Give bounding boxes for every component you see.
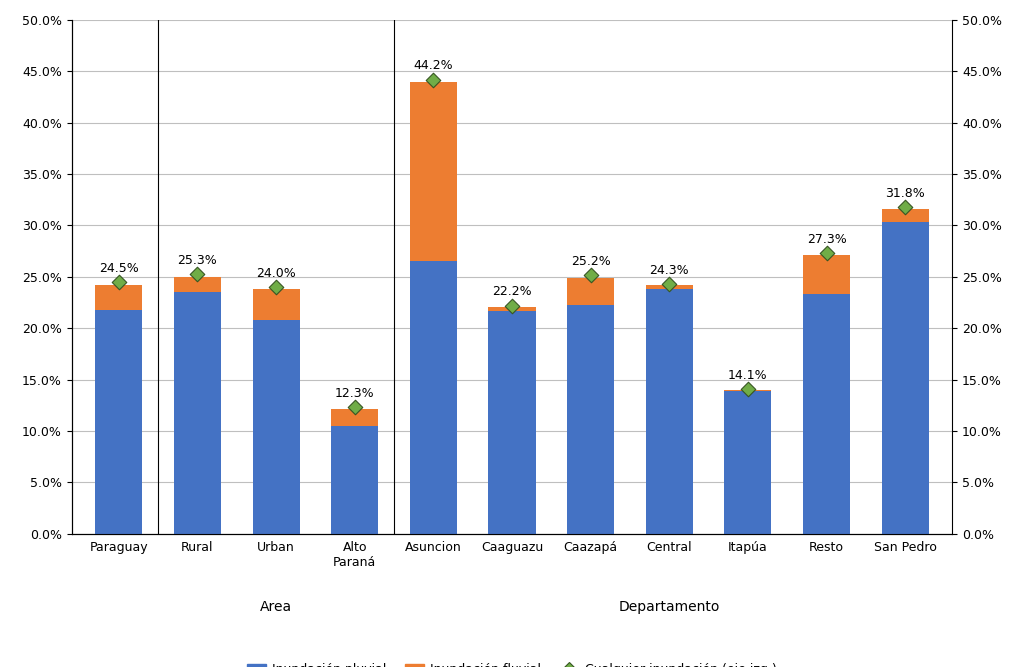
Bar	[331, 426, 378, 534]
Bar	[410, 81, 457, 261]
Bar	[253, 320, 300, 534]
Bar	[488, 307, 536, 311]
Bar	[567, 278, 614, 305]
Text: Area: Area	[260, 600, 292, 614]
Text: 25.3%: 25.3%	[177, 253, 217, 267]
Text: 31.8%: 31.8%	[886, 187, 925, 200]
Bar	[724, 391, 771, 534]
Point	[739, 384, 756, 394]
Point	[425, 74, 441, 85]
Text: 27.3%: 27.3%	[807, 233, 847, 246]
Bar	[488, 311, 536, 534]
Point	[189, 268, 206, 279]
Text: 22.2%: 22.2%	[493, 285, 531, 298]
Bar	[174, 292, 221, 534]
Bar	[95, 309, 142, 534]
Bar	[331, 410, 378, 426]
Bar	[95, 285, 142, 309]
Text: 24.0%: 24.0%	[256, 267, 296, 280]
Point	[504, 300, 520, 311]
Bar	[646, 289, 693, 534]
Bar	[253, 289, 300, 320]
Bar	[882, 222, 929, 534]
Bar	[803, 255, 850, 294]
Text: 24.5%: 24.5%	[99, 261, 138, 275]
Point	[583, 269, 599, 280]
Text: Departamento: Departamento	[618, 600, 720, 614]
Legend: Inundación pluvial, Inundación fluvial, Cualquier inundación (eje izq.): Inundación pluvial, Inundación fluvial, …	[243, 658, 781, 667]
Bar	[174, 277, 221, 292]
Text: 44.2%: 44.2%	[414, 59, 454, 73]
Bar	[410, 261, 457, 534]
Point	[897, 201, 913, 212]
Text: 25.2%: 25.2%	[570, 255, 610, 267]
Bar	[567, 305, 614, 534]
Point	[662, 279, 678, 289]
Point	[346, 402, 362, 413]
Bar	[724, 390, 771, 391]
Point	[268, 281, 285, 292]
Point	[111, 277, 127, 287]
Text: 14.1%: 14.1%	[728, 369, 768, 382]
Bar	[646, 285, 693, 289]
Point	[818, 248, 835, 259]
Bar	[803, 294, 850, 534]
Bar	[882, 209, 929, 222]
Text: 12.3%: 12.3%	[335, 387, 375, 400]
Text: 24.3%: 24.3%	[649, 264, 689, 277]
